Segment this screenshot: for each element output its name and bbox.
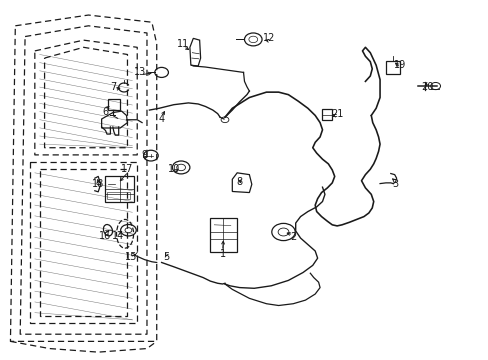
- Text: 1: 1: [219, 248, 225, 258]
- Text: 9: 9: [141, 150, 147, 160]
- Text: 18: 18: [92, 179, 104, 189]
- Text: 7: 7: [109, 82, 116, 92]
- Text: 13: 13: [133, 67, 145, 77]
- Text: 15: 15: [125, 252, 137, 262]
- Text: 6: 6: [102, 107, 108, 117]
- Bar: [104, 176, 134, 202]
- Bar: [210, 218, 237, 252]
- Bar: [108, 99, 120, 110]
- Text: 5: 5: [163, 252, 169, 262]
- Text: 14: 14: [111, 231, 123, 240]
- Text: 2: 2: [289, 232, 296, 242]
- Text: 16: 16: [99, 231, 111, 240]
- Text: 19: 19: [394, 60, 406, 70]
- Text: 17: 17: [121, 164, 133, 174]
- Text: 8: 8: [236, 177, 242, 187]
- Bar: [385, 60, 399, 74]
- Text: 20: 20: [420, 82, 433, 92]
- Text: 12: 12: [262, 33, 275, 43]
- Text: 11: 11: [177, 39, 189, 49]
- Text: 4: 4: [158, 114, 164, 124]
- Bar: [107, 192, 130, 199]
- Text: 21: 21: [330, 109, 343, 119]
- Bar: [321, 109, 331, 120]
- Text: 10: 10: [167, 164, 180, 174]
- Text: 3: 3: [392, 179, 398, 189]
